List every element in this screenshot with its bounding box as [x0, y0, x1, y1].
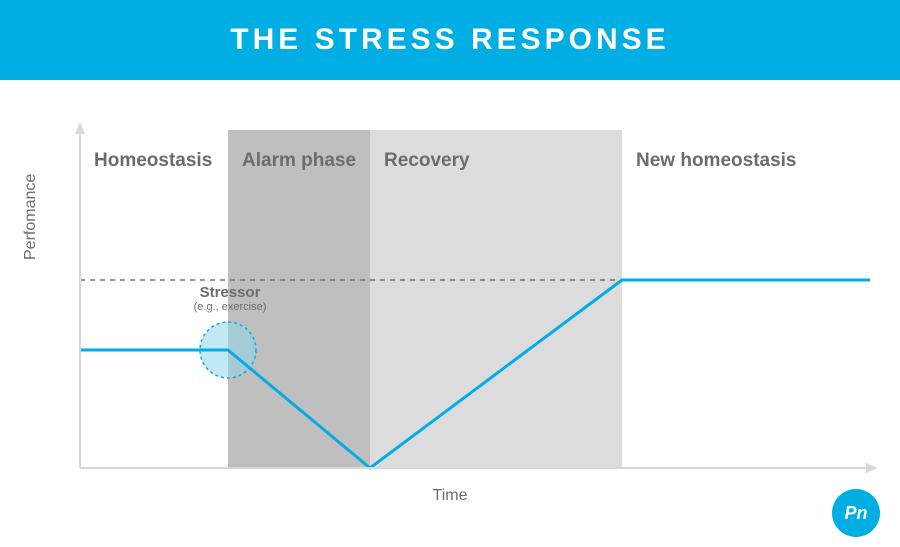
stressor-label: Stressor (e.g., exercise) [180, 284, 280, 313]
brand-logo: Pn [832, 489, 880, 537]
x-axis-label: Time [433, 487, 468, 505]
x-axis-arrow [866, 463, 878, 473]
y-axis-label: Perfomance [22, 174, 40, 260]
chart-area: Perfomance Time Homeostasis Alarm phase Re… [0, 80, 900, 547]
phase-label: Alarm phase [242, 150, 356, 172]
header-title: THE STRESS RESPONSE [230, 23, 669, 57]
stressor-label-sub: (e.g., exercise) [180, 301, 280, 313]
phase-label: New homeostasis [636, 150, 797, 172]
stressor-label-main: Stressor [180, 284, 280, 301]
y-axis-arrow [75, 122, 85, 134]
brand-logo-text: Pn [844, 503, 867, 524]
header-banner: THE STRESS RESPONSE [0, 0, 900, 80]
phase-band [370, 130, 622, 468]
phase-label: Homeostasis [94, 150, 212, 172]
phase-label: Recovery [384, 150, 470, 172]
